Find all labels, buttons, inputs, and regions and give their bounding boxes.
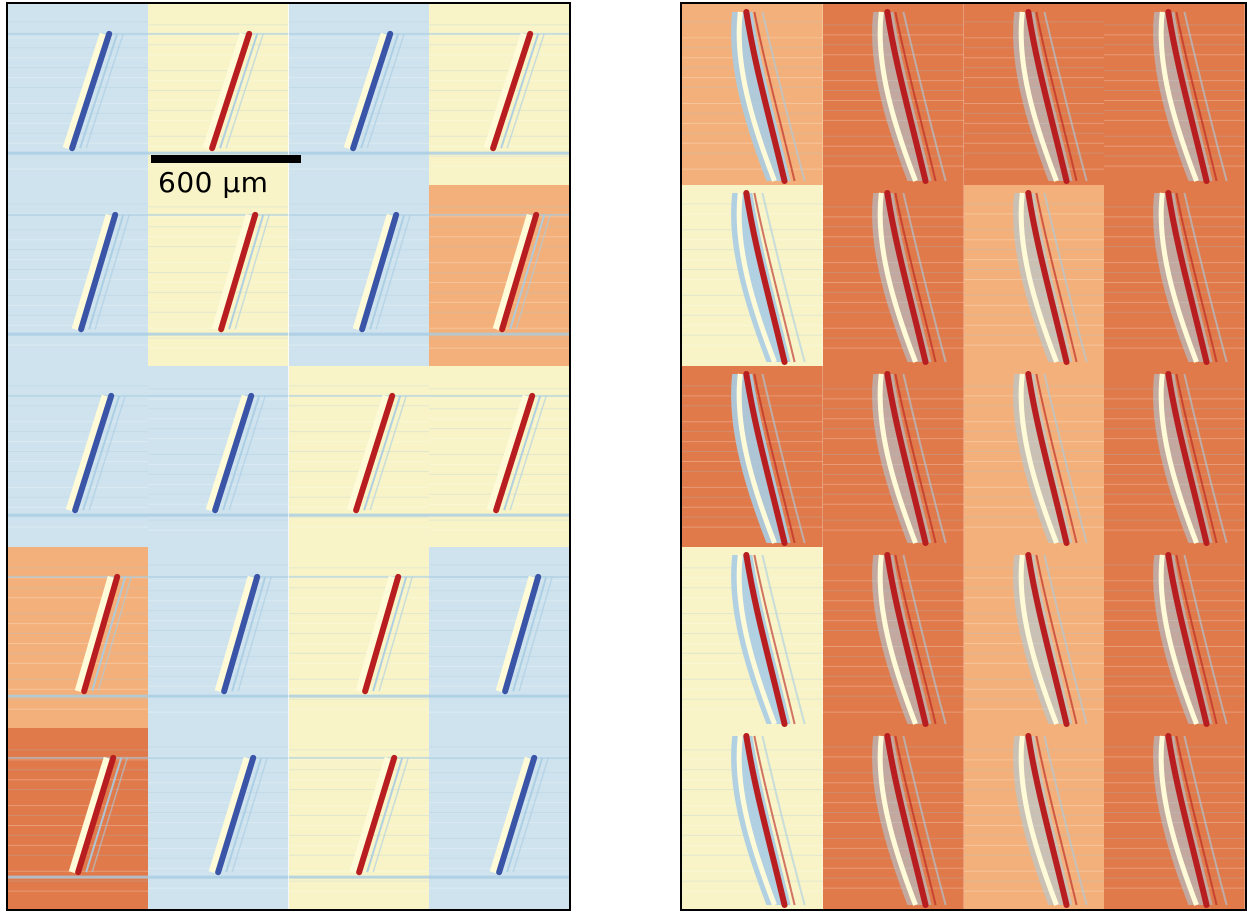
image-tile: [1104, 728, 1245, 909]
image-tile: [288, 366, 429, 547]
image-tile: [428, 185, 569, 366]
image-tile: [682, 728, 823, 909]
tile-graphic: [288, 4, 429, 185]
image-tile: [8, 185, 149, 366]
image-tile: [1104, 185, 1245, 366]
tile-graphic: [8, 366, 149, 547]
right-tile-grid: [682, 4, 1245, 909]
tile-graphic: [963, 728, 1105, 909]
image-tile: [428, 366, 569, 547]
image-tile: [963, 4, 1105, 185]
image-tile: [963, 547, 1105, 728]
image-tile: [288, 547, 429, 728]
tile-graphic: [8, 547, 149, 728]
tile-graphic: [148, 4, 289, 185]
image-tile: [8, 728, 149, 909]
tile-graphic: [428, 185, 569, 366]
image-tile: [288, 4, 429, 185]
image-tile: [1104, 4, 1245, 185]
tile-graphic: [8, 185, 149, 366]
image-tile: [1104, 366, 1245, 547]
tile-graphic: [8, 728, 149, 909]
scale-bar-label: 600 µm: [158, 166, 269, 199]
tile-graphic: [682, 547, 823, 728]
tile-graphic: [1104, 4, 1245, 185]
image-tile: [288, 185, 429, 366]
image-tile: [8, 547, 149, 728]
tile-graphic: [822, 366, 964, 547]
scale-bar: [151, 155, 301, 163]
image-tile: [148, 185, 289, 366]
tile-graphic: [148, 728, 289, 909]
tile-graphic: [288, 185, 429, 366]
tile-graphic: [288, 728, 429, 909]
image-tile: [428, 547, 569, 728]
tile-graphic: [428, 366, 569, 547]
tile-graphic: [682, 366, 823, 547]
tile-graphic: [963, 366, 1105, 547]
tile-graphic: [148, 366, 289, 547]
image-tile: [822, 185, 964, 366]
image-tile: [822, 728, 964, 909]
tile-graphic: [822, 185, 964, 366]
image-tile: [682, 366, 823, 547]
tile-graphic: [428, 728, 569, 909]
image-tile: [428, 4, 569, 185]
tile-graphic: [963, 547, 1105, 728]
image-tile: [682, 4, 823, 185]
image-tile: [963, 185, 1105, 366]
tile-graphic: [1104, 547, 1245, 728]
image-tile: [288, 728, 429, 909]
tile-graphic: [1104, 185, 1245, 366]
tile-graphic: [682, 185, 823, 366]
tile-graphic: [428, 4, 569, 185]
tile-graphic: [682, 4, 823, 185]
tile-graphic: [428, 547, 569, 728]
image-tile: [148, 547, 289, 728]
image-tile: [8, 366, 149, 547]
right-image-panel: [680, 2, 1247, 911]
tile-graphic: [682, 728, 823, 909]
image-tile: [428, 728, 569, 909]
tile-graphic: [148, 185, 289, 366]
tile-graphic: [1104, 366, 1245, 547]
image-tile: [822, 4, 964, 185]
left-tile-grid: [8, 4, 569, 909]
tile-graphic: [8, 4, 149, 185]
image-tile: [822, 366, 964, 547]
left-image-panel: 600 µm: [6, 2, 571, 911]
tile-graphic: [822, 4, 964, 185]
image-tile: [8, 4, 149, 185]
image-tile: [822, 547, 964, 728]
image-tile: [1104, 547, 1245, 728]
tile-graphic: [963, 185, 1105, 366]
tile-graphic: [288, 547, 429, 728]
image-tile: [963, 366, 1105, 547]
tile-graphic: [822, 728, 964, 909]
tile-graphic: [288, 366, 429, 547]
tile-graphic: [148, 547, 289, 728]
image-tile: [148, 4, 289, 185]
image-tile: [148, 366, 289, 547]
image-tile: [148, 728, 289, 909]
image-tile: [682, 185, 823, 366]
image-tile: [682, 547, 823, 728]
tile-graphic: [822, 547, 964, 728]
tile-graphic: [963, 4, 1105, 185]
image-tile: [963, 728, 1105, 909]
tile-graphic: [1104, 728, 1245, 909]
